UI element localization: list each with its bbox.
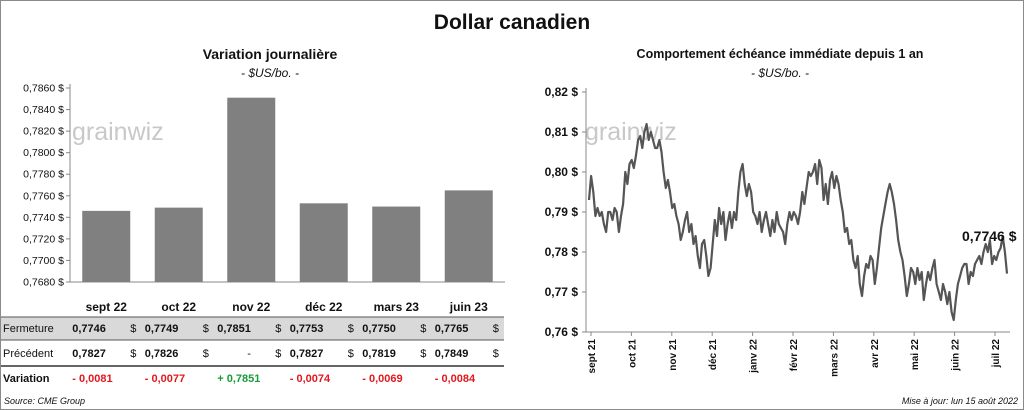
table-currency-suffix: $ bbox=[130, 348, 137, 360]
bar-category-label: sept 22 bbox=[86, 300, 128, 314]
main-title: Dollar canadien bbox=[433, 11, 591, 34]
table-currency-suffix: $ bbox=[202, 323, 209, 335]
bar bbox=[299, 203, 348, 282]
table-value-cell: 0,7765 bbox=[434, 323, 469, 335]
table-row-label: Fermeture bbox=[3, 323, 54, 335]
line-y-tick-label: 0,77 $ bbox=[545, 285, 579, 299]
bar-category-label: mars 23 bbox=[374, 300, 420, 314]
table-band bbox=[1, 317, 504, 340]
bar bbox=[82, 210, 131, 282]
bar bbox=[154, 207, 203, 282]
bar-chart-bars: sept 22 oct 22 nov 22 déc 22 mars 23 juin 23 bbox=[82, 97, 493, 314]
line-y-tick-label: 0,76 $ bbox=[545, 325, 579, 339]
bar bbox=[444, 190, 493, 282]
table-currency-suffix: $ bbox=[130, 323, 137, 335]
line-x-tick-label: oct 21 bbox=[627, 339, 638, 368]
line-x-tick-label: déc 21 bbox=[708, 339, 719, 371]
line-x-tick-label: mars 22 bbox=[829, 339, 840, 377]
table-currency-suffix: $ bbox=[347, 348, 354, 360]
table-currency-suffix: $ bbox=[347, 323, 354, 335]
table-value-cell: 0,7753 bbox=[289, 323, 324, 335]
right-chart-title: Comportement échéance immédiate depuis 1… bbox=[636, 47, 924, 61]
left-chart-title: Variation journalière bbox=[202, 46, 338, 62]
table-currency-suffix: $ bbox=[420, 348, 427, 360]
line-chart-axis: 0,76 $ 0,77 $ 0,78 $ 0,79 $ 0,80 $ 0,81 $ 0,82… bbox=[545, 85, 1010, 377]
left-watermark: grainwiz bbox=[72, 118, 164, 146]
right-watermark: grainwiz bbox=[585, 118, 677, 146]
line-y-tick-label: 0,79 $ bbox=[545, 205, 579, 219]
table-currency-suffix: $ bbox=[492, 323, 499, 335]
bar-category-label: juin 23 bbox=[449, 300, 488, 314]
line-x-tick-label: avr 22 bbox=[870, 339, 881, 368]
table-value-cell: 0,7749 bbox=[144, 323, 179, 335]
footer-update: Mise à jour: lun 15 août 2022 bbox=[901, 396, 1018, 406]
table-row-label: Précédent bbox=[3, 348, 54, 360]
bar-category-label: oct 22 bbox=[161, 300, 196, 314]
table-value-cell: 0,7746 bbox=[72, 323, 106, 335]
table-currency-suffix: $ bbox=[420, 323, 427, 335]
table-currency-suffix: $ bbox=[275, 323, 282, 335]
bar-y-tick-label: 0,7780 $ bbox=[23, 169, 64, 181]
table-value-cell: 0,7827 bbox=[72, 348, 106, 360]
bar-y-tick-label: 0,7760 $ bbox=[23, 190, 64, 202]
bar-y-tick-label: 0,7680 $ bbox=[23, 277, 64, 289]
table-value-cell: 0,7826 bbox=[144, 348, 179, 360]
line-x-tick-label: juil 22 bbox=[991, 339, 1002, 369]
table-variation-cell: - 0,0084 bbox=[434, 373, 476, 385]
right-chart-subtitle: - $US/bo. - bbox=[750, 66, 810, 80]
line-y-tick-label: 0,81 $ bbox=[545, 125, 579, 139]
table-variation-cell: - 0,0077 bbox=[144, 373, 186, 385]
table-row-label: Variation bbox=[3, 373, 50, 385]
footer-source: Source: CME Group bbox=[4, 396, 86, 406]
left-chart-subtitle: - $US/bo. - bbox=[240, 66, 300, 80]
line-series-path bbox=[587, 122, 1009, 322]
table-variation-cell: + 0,7851 bbox=[217, 373, 261, 385]
line-x-tick-label: juin 22 bbox=[951, 339, 962, 372]
bar bbox=[372, 206, 421, 282]
table-value-cell: 0,7750 bbox=[362, 323, 396, 335]
bar bbox=[227, 97, 276, 282]
bar-y-tick-label: 0,7820 $ bbox=[23, 126, 64, 138]
bar-y-tick-label: 0,7720 $ bbox=[23, 233, 64, 245]
table-value-cell: 0,7819 bbox=[362, 348, 396, 360]
table-variation-cell: - 0,0069 bbox=[362, 373, 403, 385]
bar-category-label: déc 22 bbox=[305, 300, 343, 314]
bar-category-label: nov 22 bbox=[232, 300, 270, 314]
table-value-cell: - bbox=[247, 348, 251, 360]
line-y-tick-label: 0,82 $ bbox=[545, 85, 579, 99]
table-currency-suffix: $ bbox=[275, 348, 282, 360]
table-currency-suffix: $ bbox=[202, 348, 209, 360]
table-value-cell: 0,7827 bbox=[289, 348, 324, 360]
line-x-tick-label: nov 21 bbox=[668, 339, 679, 371]
bar-chart-axis: 0,7680 $ 0,7700 $ 0,7720 $ 0,7740 $ 0,7760 $… bbox=[23, 83, 505, 289]
bar-y-tick-label: 0,7860 $ bbox=[23, 83, 64, 95]
table-variation-cell: - 0,0074 bbox=[289, 373, 331, 385]
table-background bbox=[1, 316, 504, 367]
line-y-tick-label: 0,78 $ bbox=[545, 245, 579, 259]
bar-y-tick-label: 0,7840 $ bbox=[23, 104, 64, 116]
bar-y-tick-label: 0,7700 $ bbox=[23, 255, 64, 267]
table-currency-suffix: $ bbox=[492, 348, 499, 360]
last-value-label: 0,7746 $ bbox=[962, 228, 1017, 244]
line-x-tick-label: sept 21 bbox=[587, 339, 598, 374]
table-value-cell: 0,7851 bbox=[217, 323, 251, 335]
line-y-tick-label: 0,80 $ bbox=[545, 165, 579, 179]
line-x-tick-label: janv 22 bbox=[749, 339, 760, 374]
line-chart-series bbox=[587, 122, 1009, 322]
table-value-cell: 0,7849 bbox=[434, 348, 469, 360]
bar-y-tick-label: 0,7740 $ bbox=[23, 212, 64, 224]
line-x-tick-label: févr 22 bbox=[789, 339, 800, 372]
bar-y-tick-label: 0,7800 $ bbox=[23, 147, 64, 159]
line-x-tick-label: mai 22 bbox=[910, 339, 921, 371]
table-variation-cell: - 0,0081 bbox=[72, 373, 113, 385]
